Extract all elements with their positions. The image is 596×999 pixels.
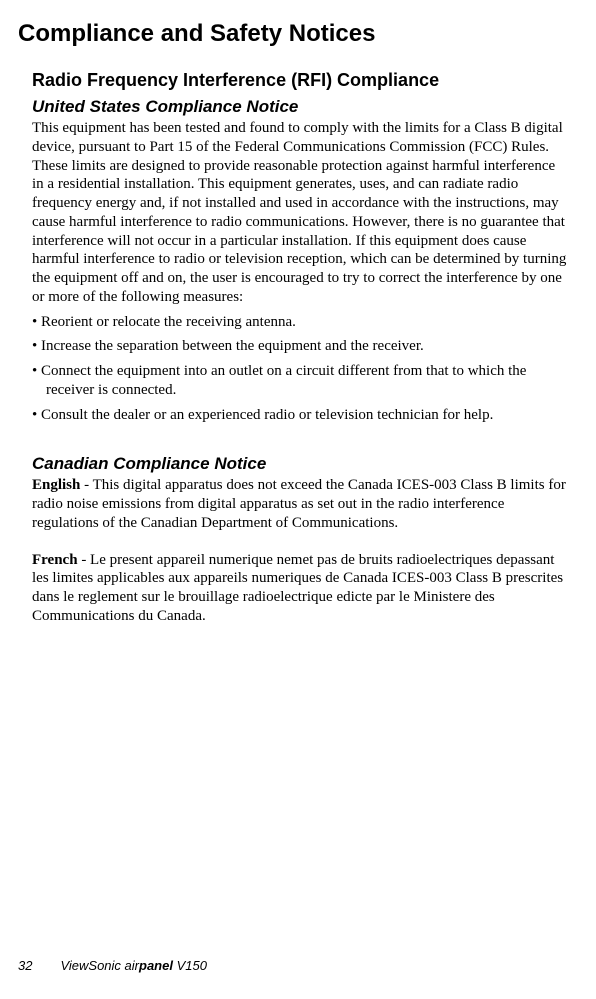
footer-brand-prefix: ViewSonic air	[60, 958, 139, 973]
english-body: - This digital apparatus does not exceed…	[32, 477, 566, 531]
list-item: Connect the equipment into an outlet on …	[32, 362, 568, 400]
french-label: French	[32, 552, 78, 568]
section-title: Radio Frequency Interference (RFI) Compl…	[32, 70, 568, 91]
us-notice-body: This equipment has been tested and found…	[32, 119, 568, 307]
english-label: English	[32, 477, 80, 493]
page-title: Compliance and Safety Notices	[18, 20, 568, 48]
list-item: Consult the dealer or an experienced rad…	[32, 406, 568, 425]
list-item: Increase the separation between the equi…	[32, 337, 568, 356]
us-notice-heading: United States Compliance Notice	[32, 97, 568, 117]
page-number: 32	[18, 958, 32, 973]
ca-notice-french: French - Le present appareil numerique n…	[32, 551, 568, 626]
page-footer: 32 ViewSonic airpanel V150	[18, 958, 207, 973]
ca-notice-heading: Canadian Compliance Notice	[32, 454, 568, 474]
ca-notice-english: English - This digital apparatus does no…	[32, 476, 568, 532]
french-body: - Le present appareil numerique nemet pa…	[32, 552, 563, 624]
list-item: Reorient or relocate the receiving anten…	[32, 313, 568, 332]
us-notice-bullets: Reorient or relocate the receiving anten…	[32, 313, 568, 425]
footer-brand-bold: panel	[139, 958, 173, 973]
footer-model: V150	[173, 958, 207, 973]
